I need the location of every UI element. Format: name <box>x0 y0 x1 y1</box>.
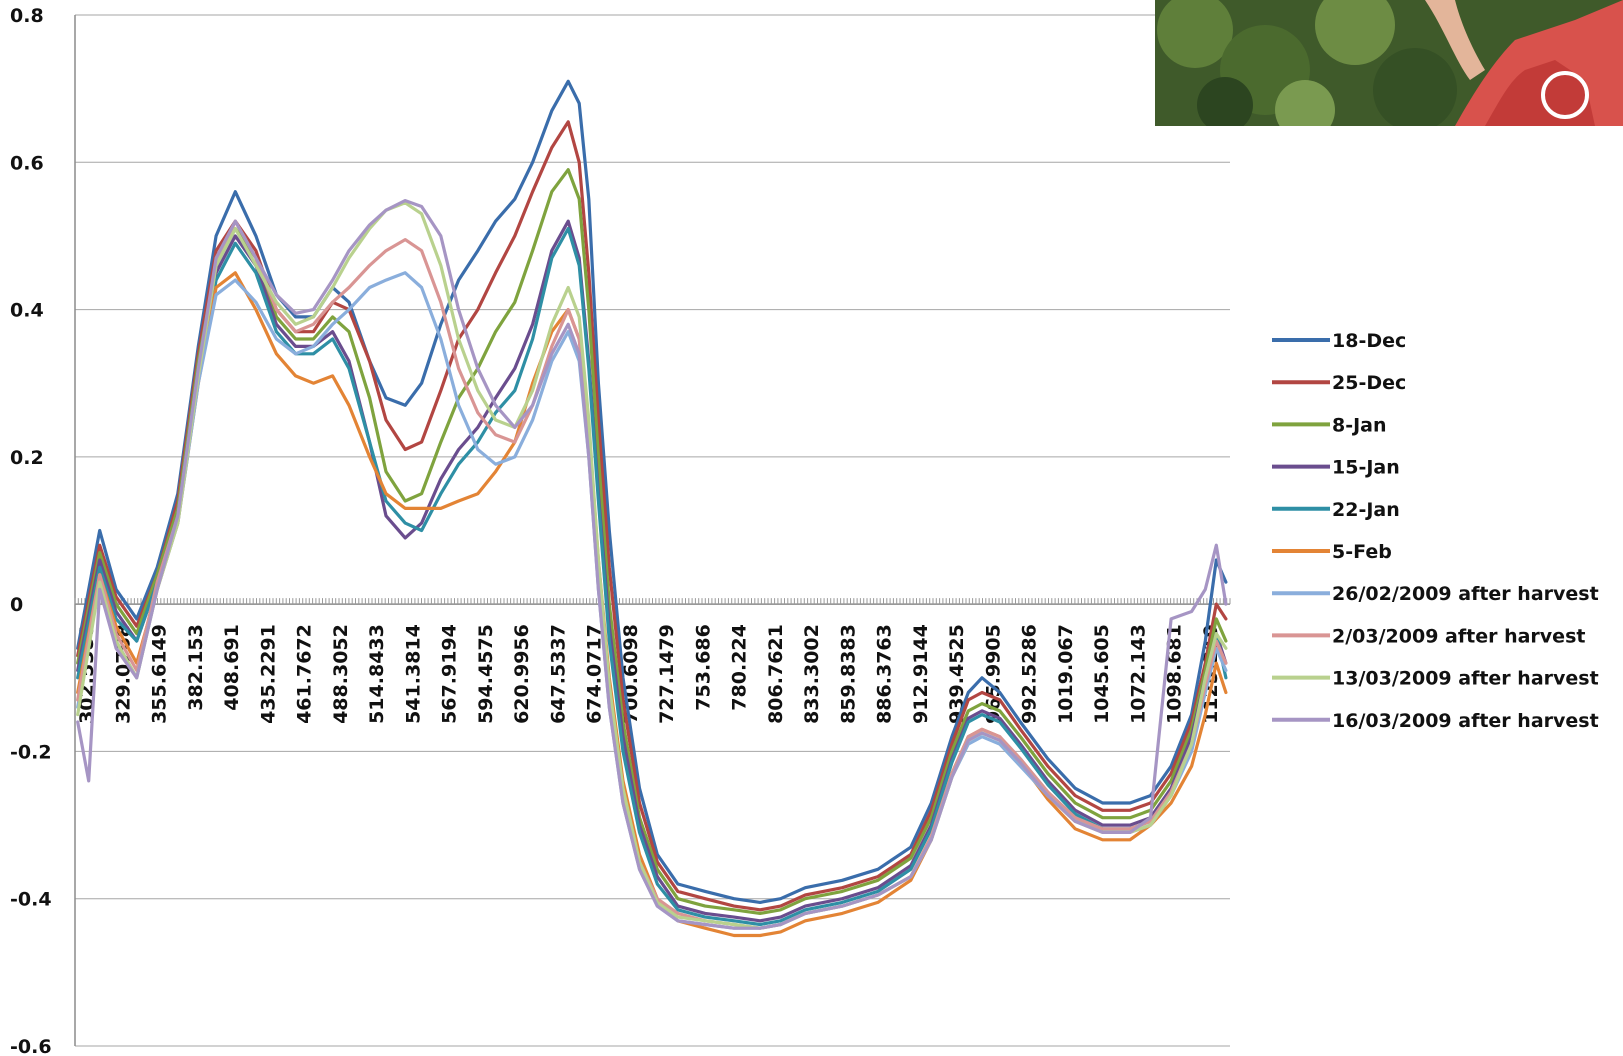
legend-label: 8-Jan <box>1332 414 1387 436</box>
x-axis: 302.5388 329.0768 355.6149 382.153 408.691 43… <box>74 598 1231 724</box>
y-tick-label: 0.8 <box>10 5 44 27</box>
series-line-10 <box>76 199 1228 930</box>
x-tick-label: 594.4575 <box>475 624 497 724</box>
series-line-9 <box>76 201 1228 930</box>
x-tick-label: 514.8433 <box>366 624 388 724</box>
legend: 18-Dec 25-Dec 8-Jan 15-Jan 22-Jan 5-Feb 26/02/… <box>1272 330 1599 732</box>
series-line-5 <box>76 227 1228 927</box>
x-tick-label: 435.2291 <box>257 624 279 724</box>
x-tick-label: 1019.067 <box>1055 624 1077 724</box>
series-line-3 <box>76 168 1228 915</box>
x-tick-label: 620.9956 <box>511 624 533 724</box>
y-tick-label: 0.4 <box>10 300 44 322</box>
photo-inset <box>1155 0 1623 126</box>
x-tick-label: 541.3814 <box>402 624 424 724</box>
legend-label: 5-Feb <box>1332 541 1392 563</box>
legend-label: 25-Dec <box>1332 372 1406 394</box>
x-tick-label: 488.3052 <box>330 624 352 724</box>
x-tick-label: 806.7621 <box>765 624 787 724</box>
x-tick-label: 674.0717 <box>584 624 606 724</box>
legend-label: 15-Jan <box>1332 457 1400 479</box>
x-tick-label: 1045.605 <box>1091 624 1113 724</box>
series-line-8 <box>76 219 1228 930</box>
x-tick-label: 647.5337 <box>547 624 569 724</box>
y-tick-label: -0.4 <box>10 889 52 911</box>
x-minor-ticks <box>74 598 1231 605</box>
x-tick-label: 1072.143 <box>1127 624 1149 724</box>
x-tick-label: 355.6149 <box>149 624 171 724</box>
y-tick-label: 0.2 <box>10 447 44 469</box>
legend-label: 22-Jan <box>1332 499 1400 521</box>
series-line-1 <box>76 79 1228 904</box>
x-tick-label: 886.3763 <box>874 624 896 724</box>
series-line-4 <box>76 219 1228 923</box>
x-tick-label: 939.4525 <box>946 624 968 724</box>
x-tick-label: 859.8383 <box>837 624 859 724</box>
y-tick-label: 0 <box>10 594 23 616</box>
x-tick-label: 727.1479 <box>656 624 678 724</box>
series-lines <box>76 79 1228 938</box>
x-tick-label: 567.9194 <box>439 624 461 724</box>
legend-label: 2/03/2009 after harvest <box>1332 625 1585 647</box>
y-tick-label: -0.6 <box>10 1036 52 1056</box>
x-tick-label: 382.153 <box>185 624 207 711</box>
x-tick-label: 780.224 <box>729 624 751 711</box>
legend-label: 13/03/2009 after harvest <box>1332 668 1599 690</box>
legend-label: 16/03/2009 after harvest <box>1332 710 1599 732</box>
x-tick-label: 833.3002 <box>801 624 823 724</box>
x-tick-label: 992.5286 <box>1019 624 1041 724</box>
y-axis: 0.8 0.6 0.4 0.2 0 -0.2 -0.4 -0.6 <box>10 5 76 1056</box>
x-tick-label: 753.686 <box>692 624 714 711</box>
x-tick-label: 461.7672 <box>294 624 316 724</box>
legend-label: 26/02/2009 after harvest <box>1332 583 1599 605</box>
y-tick-label: 0.6 <box>10 152 44 174</box>
legend-label: 18-Dec <box>1332 330 1406 352</box>
x-tick-label: 408.691 <box>221 624 243 711</box>
y-tick-label: -0.2 <box>10 741 52 763</box>
x-tick-label: 912.9144 <box>910 624 932 724</box>
